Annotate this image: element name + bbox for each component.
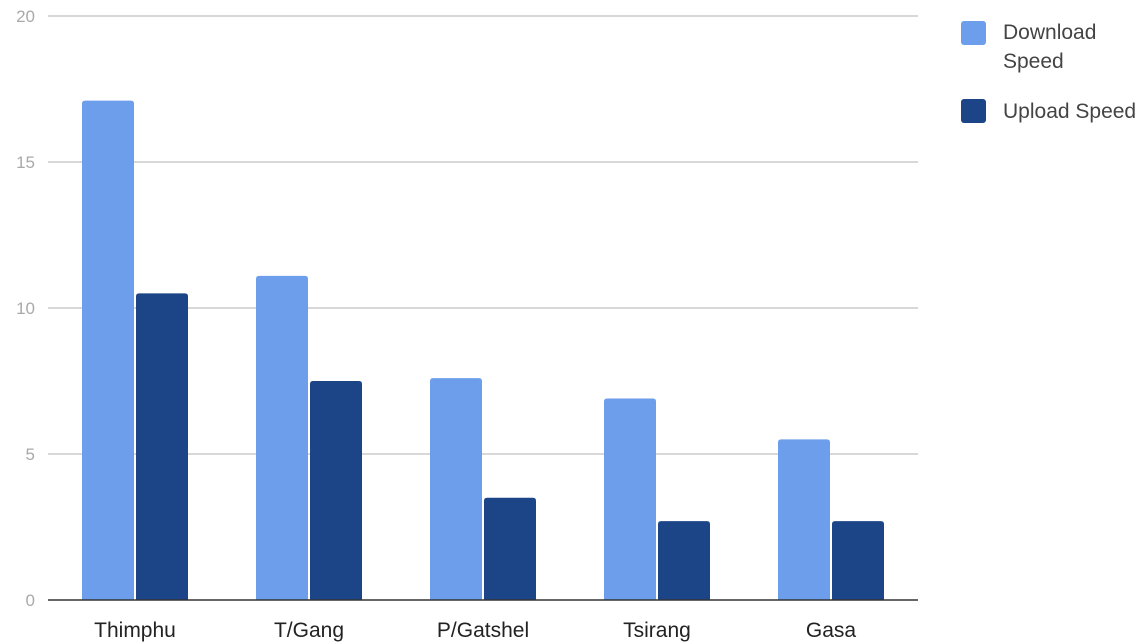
- y-tick-label-10: 10: [16, 299, 35, 318]
- y-tick-label-20: 20: [16, 7, 35, 26]
- bar-upload-speed-p-gatshel: [484, 497, 536, 600]
- legend-label-upload-speed: Upload Speed: [1003, 100, 1136, 123]
- bar-upload-speed-gasa: [832, 521, 884, 600]
- x-tick-label-tsirang: Tsirang: [623, 619, 691, 642]
- x-axis-tick-labels: Thimphu T/Gang P/Gatshel Tsirang Gasa: [94, 619, 856, 642]
- x-tick-label-gasa: Gasa: [806, 619, 857, 642]
- legend-swatch-download-speed: [961, 21, 986, 45]
- bars: [82, 100, 884, 601]
- legend-label-download-speed: Download Speed: [1003, 21, 1096, 73]
- bar-download-speed-t-gang: [256, 275, 308, 600]
- y-tick-label-15: 15: [16, 153, 35, 172]
- gridlines: [48, 15, 918, 455]
- bar-download-speed-thimphu: [82, 100, 134, 601]
- x-tick-label-thimphu: Thimphu: [94, 619, 176, 642]
- legend: Download Speed Upload Speed: [961, 21, 1136, 123]
- x-tick-label-t-gang: T/Gang: [274, 619, 344, 642]
- y-tick-label-5: 5: [26, 445, 35, 464]
- bar-upload-speed-thimphu: [136, 293, 188, 600]
- bar-upload-speed-tsirang: [658, 521, 710, 600]
- y-tick-label-0: 0: [26, 591, 35, 610]
- bar-download-speed-gasa: [778, 439, 830, 600]
- bar-upload-speed-t-gang: [310, 381, 362, 600]
- bar-download-speed-p-gatshel: [430, 378, 482, 600]
- x-tick-label-p-gatshel: P/Gatshel: [437, 619, 529, 642]
- bar-download-speed-tsirang: [604, 398, 656, 600]
- y-axis-tick-labels: 0 5 10 15 20: [16, 7, 35, 610]
- legend-swatch-upload-speed: [961, 99, 986, 123]
